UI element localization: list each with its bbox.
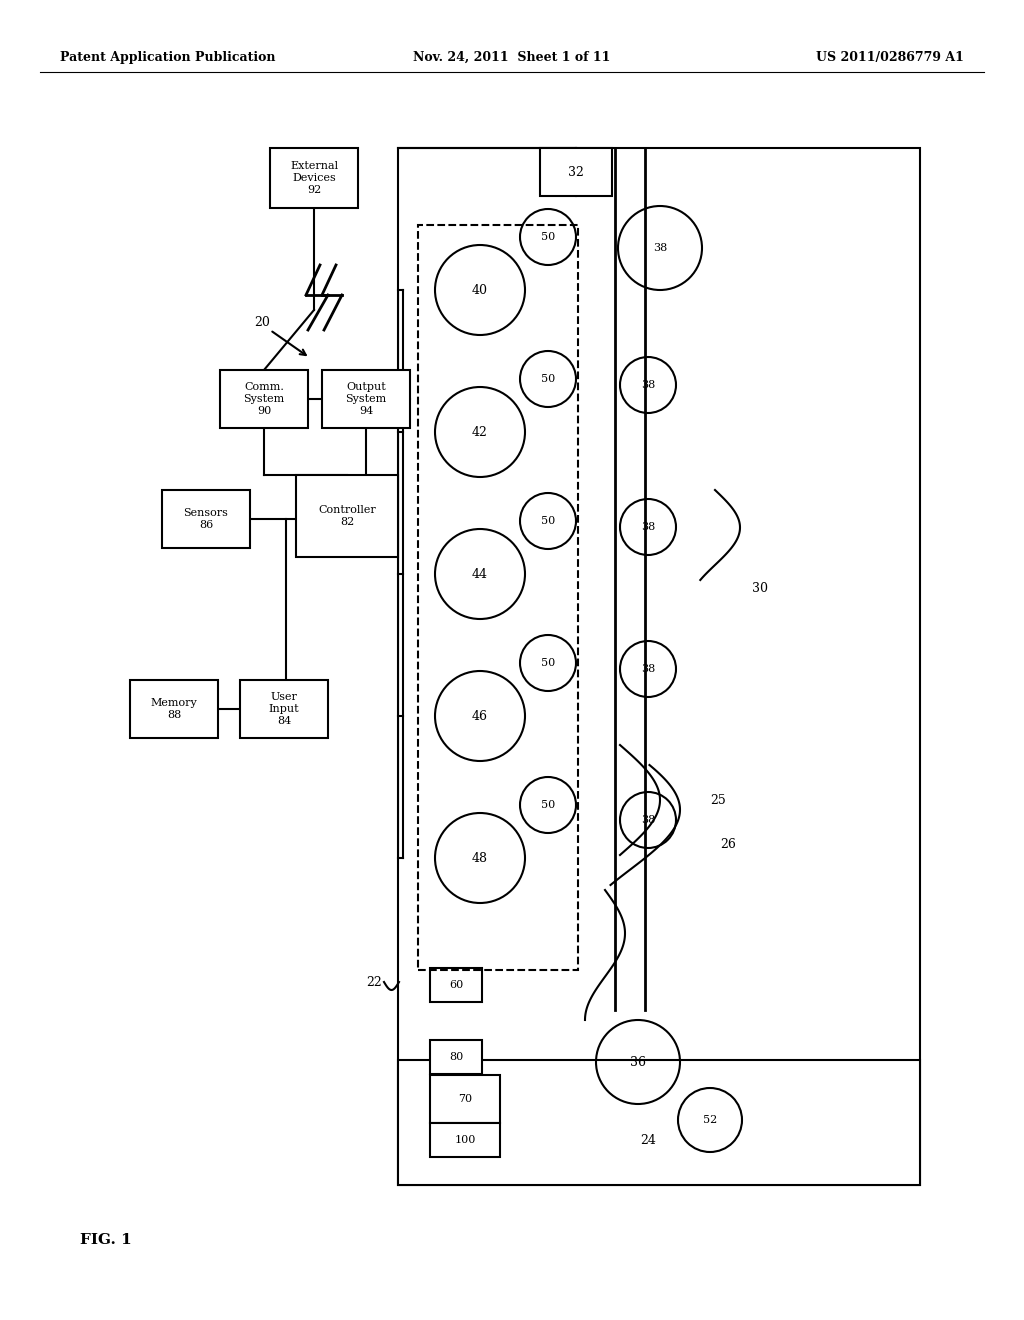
Bar — [322, 370, 410, 428]
Text: 40: 40 — [472, 284, 488, 297]
Text: 38: 38 — [641, 521, 655, 532]
Bar — [296, 475, 398, 557]
Text: 38: 38 — [641, 664, 655, 675]
Text: 50: 50 — [541, 374, 555, 384]
Text: 80: 80 — [449, 1052, 463, 1063]
Bar — [540, 148, 612, 195]
Text: 22: 22 — [367, 975, 382, 989]
Text: Comm.
System
90: Comm. System 90 — [244, 383, 285, 416]
Bar — [430, 1123, 500, 1158]
Text: Memory
88: Memory 88 — [151, 698, 198, 719]
Text: External
Devices
92: External Devices 92 — [290, 161, 338, 194]
Bar — [418, 224, 578, 970]
Bar — [270, 148, 358, 209]
Text: 50: 50 — [541, 800, 555, 810]
Text: 50: 50 — [541, 657, 555, 668]
Text: FIG. 1: FIG. 1 — [80, 1233, 132, 1247]
Text: 38: 38 — [641, 380, 655, 389]
Text: 50: 50 — [541, 516, 555, 525]
Text: 70: 70 — [458, 1094, 472, 1104]
Text: 24: 24 — [640, 1134, 656, 1147]
Text: 36: 36 — [630, 1056, 646, 1068]
Text: Output
System
94: Output System 94 — [345, 383, 387, 416]
Bar — [220, 370, 308, 428]
Text: User
Input
84: User Input 84 — [268, 693, 299, 726]
Text: 32: 32 — [568, 165, 584, 178]
Text: 20: 20 — [254, 315, 270, 329]
Text: Sensors
86: Sensors 86 — [183, 508, 228, 529]
Text: US 2011/0286779 A1: US 2011/0286779 A1 — [816, 50, 964, 63]
Text: 48: 48 — [472, 851, 488, 865]
Text: Patent Application Publication: Patent Application Publication — [60, 50, 275, 63]
Text: 30: 30 — [752, 582, 768, 594]
Text: 42: 42 — [472, 425, 488, 438]
Text: 50: 50 — [541, 232, 555, 242]
Bar — [430, 968, 482, 1002]
Text: 25: 25 — [710, 793, 726, 807]
Text: Nov. 24, 2011  Sheet 1 of 11: Nov. 24, 2011 Sheet 1 of 11 — [414, 50, 610, 63]
Text: 44: 44 — [472, 568, 488, 581]
Bar — [398, 1060, 920, 1185]
Bar — [240, 680, 328, 738]
Text: 60: 60 — [449, 979, 463, 990]
Bar — [430, 1040, 482, 1074]
Bar — [162, 490, 250, 548]
Bar — [398, 148, 920, 1185]
Text: Controller
82: Controller 82 — [318, 506, 376, 527]
Text: 38: 38 — [653, 243, 667, 253]
Bar — [130, 680, 218, 738]
Bar — [430, 1074, 500, 1123]
Text: 38: 38 — [641, 814, 655, 825]
Text: 52: 52 — [702, 1115, 717, 1125]
Text: 46: 46 — [472, 710, 488, 722]
Text: 26: 26 — [720, 838, 736, 851]
Text: 100: 100 — [455, 1135, 476, 1144]
